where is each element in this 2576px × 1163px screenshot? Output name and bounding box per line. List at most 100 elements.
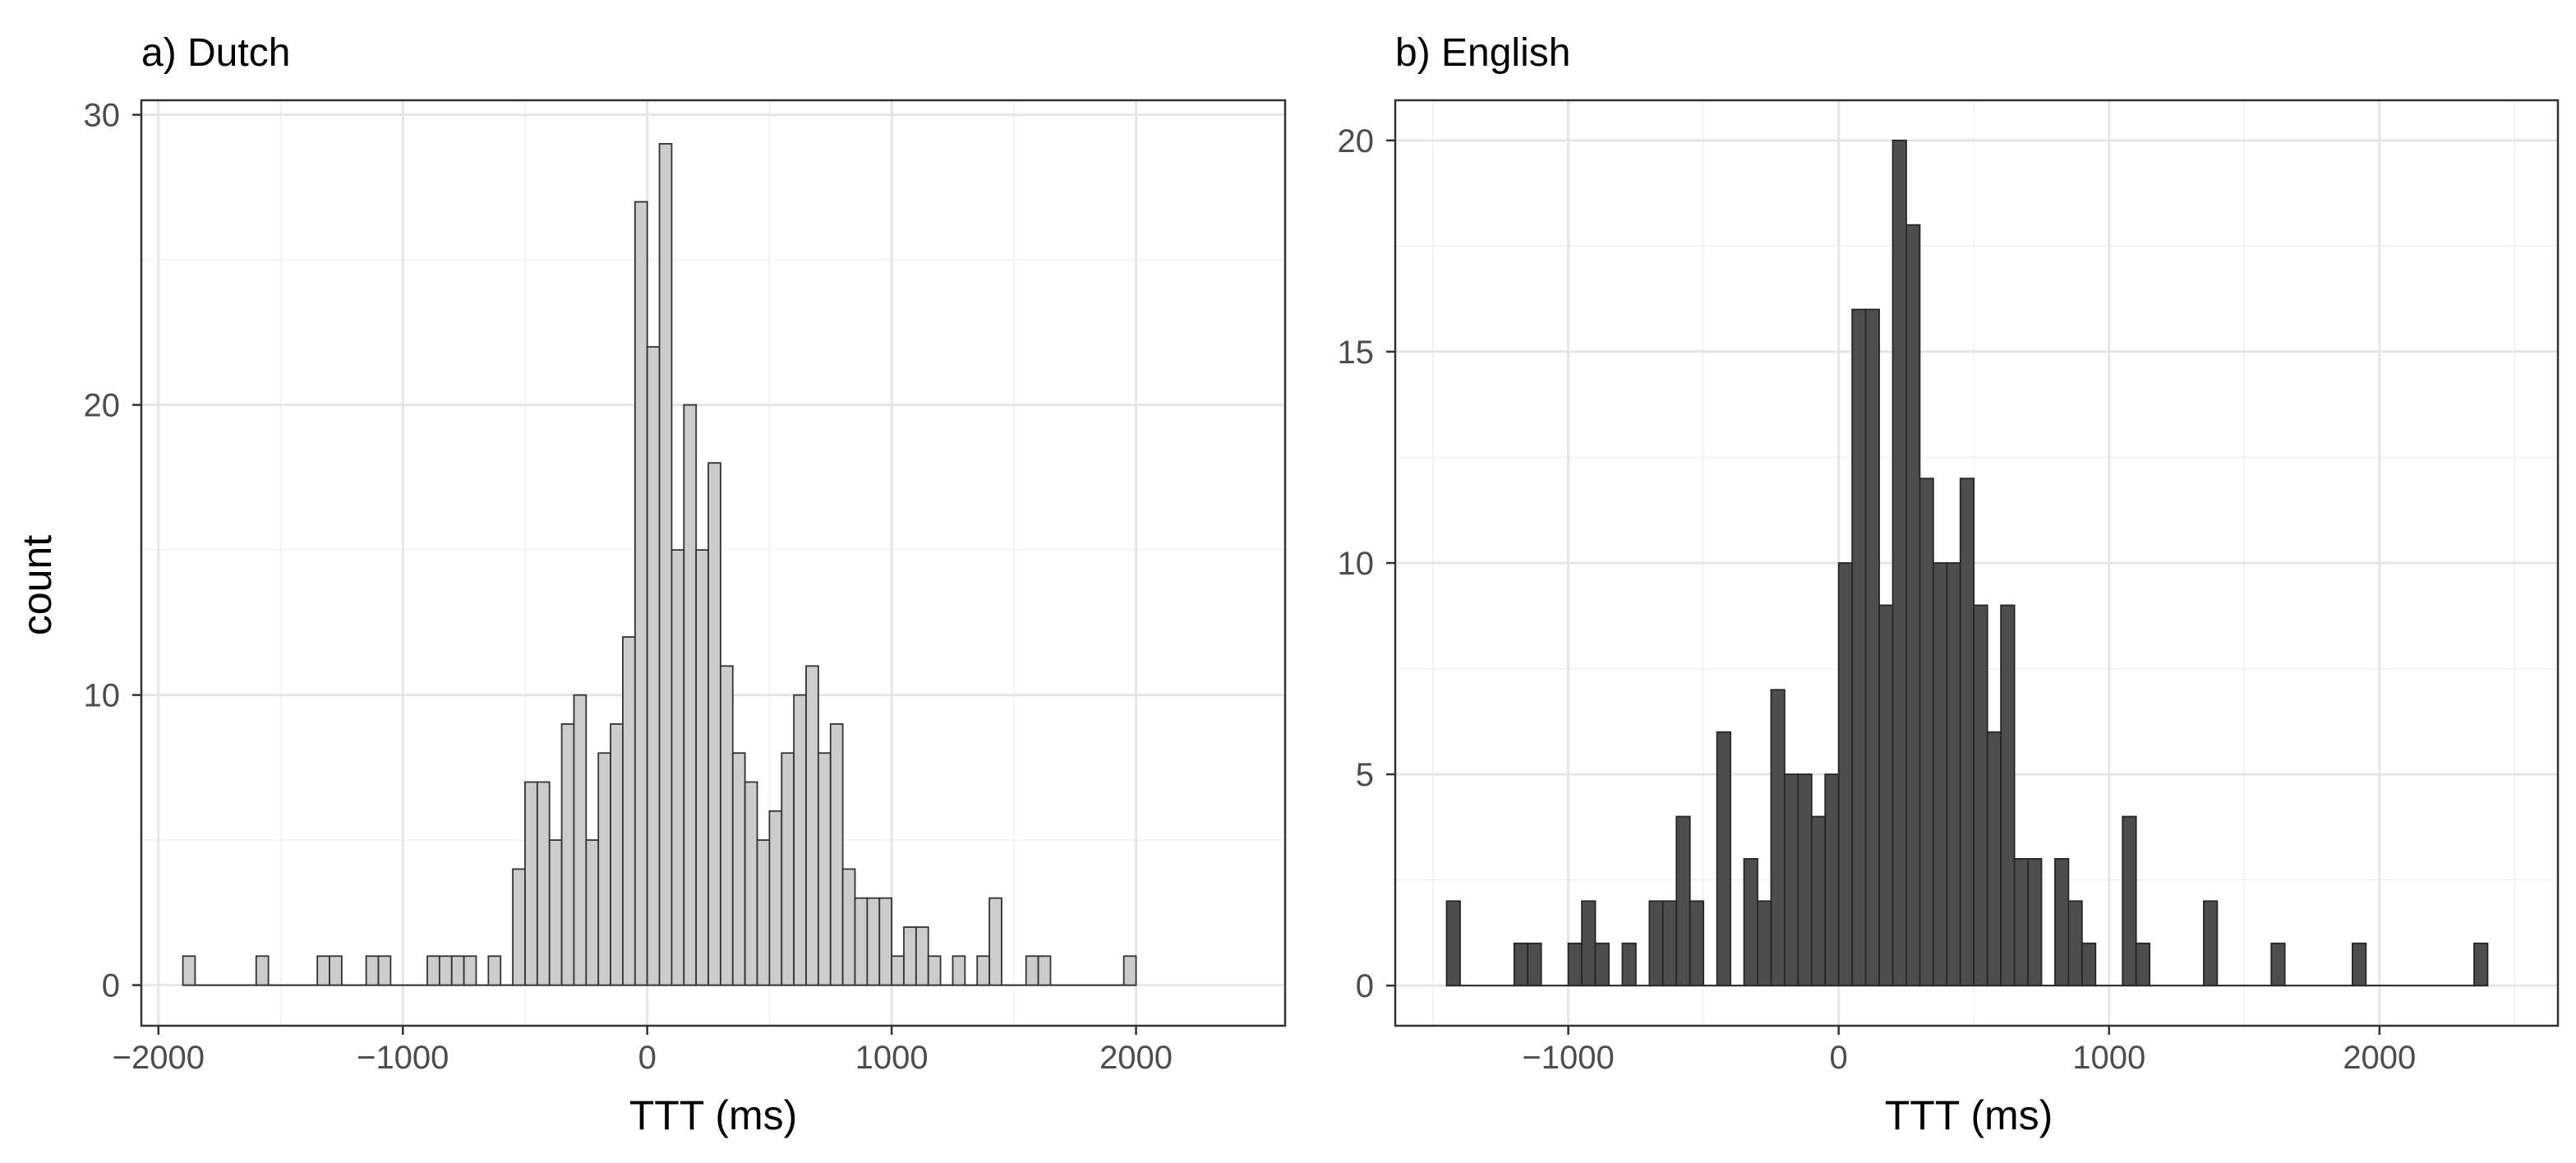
x-tick-label: 1000 — [2072, 1040, 2145, 1076]
histogram-bar — [2203, 900, 2219, 987]
histogram-bar — [1648, 900, 1664, 987]
histogram-bar — [329, 955, 343, 986]
histogram-bar — [1675, 815, 1691, 987]
histogram-bar — [1743, 858, 1758, 987]
x-axis-title-english: TTT (ms) — [1885, 1092, 2053, 1138]
histogram-bar — [829, 723, 844, 986]
histogram-bar — [2054, 858, 2070, 987]
histogram-bar — [512, 868, 526, 986]
x-tick-label: 0 — [1830, 1040, 1848, 1076]
histogram-bar — [2081, 942, 2097, 987]
histogram-bar — [377, 955, 392, 986]
histogram-bar — [487, 955, 502, 986]
histogram-bar — [1810, 815, 1827, 987]
histogram-bar — [573, 694, 588, 986]
histogram-bar — [1932, 562, 1948, 987]
histogram-bar — [915, 926, 929, 986]
histogram-bar — [1025, 955, 1039, 986]
x-tick-label: 2000 — [2343, 1040, 2416, 1076]
histogram-bar — [903, 926, 917, 986]
histogram-bar — [793, 694, 807, 986]
histogram-bar — [952, 955, 966, 986]
histogram-bar — [1878, 604, 1894, 987]
histogram-bar — [585, 839, 600, 986]
histogram-bar — [2000, 604, 2016, 987]
histogram-bar — [524, 781, 538, 986]
x-tick-label: 0 — [638, 1040, 657, 1076]
histogram-bar — [560, 723, 575, 986]
y-axis-dutch: 0 10 20 30 — [84, 98, 141, 1004]
histogram-bar — [634, 201, 648, 986]
histogram-bar — [2122, 815, 2137, 987]
histogram-bar — [2135, 942, 2151, 987]
histogram-bar — [597, 752, 611, 986]
histogram-bar — [683, 404, 698, 986]
y-tick-label: 0 — [1356, 968, 1374, 1004]
histogram-bar — [536, 781, 551, 986]
histogram-bar — [1851, 308, 1867, 987]
histogram-bar — [1513, 942, 1529, 987]
histogram-bar — [756, 839, 771, 986]
y-tick-label: 10 — [1338, 546, 1375, 582]
histogram-bar — [450, 955, 465, 986]
histogram-bar — [622, 636, 636, 986]
histogram-bar — [255, 955, 270, 986]
panel-title-dutch: a) Dutch — [141, 31, 290, 75]
histogram-bar — [2027, 858, 2043, 987]
histogram-bar — [1919, 478, 1934, 987]
histogram-bar — [1864, 308, 1880, 987]
histogram-bar — [1892, 139, 1907, 987]
histogram-bar — [805, 665, 819, 986]
histogram-bar — [695, 549, 709, 986]
histogram-bar — [988, 897, 1002, 986]
histogram-bar — [2352, 942, 2367, 987]
x-tick-label: −1000 — [357, 1040, 449, 1076]
histogram-bar — [2270, 942, 2286, 987]
histogram-bar — [1594, 942, 1610, 987]
histogram-bar — [1037, 955, 1052, 986]
histogram-bar — [817, 752, 832, 986]
y-axis-english: 0 5 10 15 20 — [1338, 123, 1395, 1004]
histogram-bar — [891, 955, 905, 986]
panel-title-english: b) English — [1395, 31, 1570, 75]
y-axis-title: count — [14, 535, 60, 635]
histogram-bar — [548, 839, 563, 986]
histogram-bar — [463, 955, 477, 986]
y-tick-label: 20 — [84, 388, 121, 424]
histogram-bar — [1946, 562, 1961, 987]
x-tick-label: 1000 — [855, 1040, 929, 1076]
y-tick-label: 0 — [102, 968, 120, 1004]
histogram-bar — [1567, 942, 1583, 987]
histogram-bar — [841, 868, 856, 986]
histogram-bar — [1445, 900, 1461, 987]
histogram-bar — [2473, 942, 2489, 987]
histogram-bar — [1581, 900, 1597, 987]
histogram-bar — [976, 955, 991, 986]
histogram-bar — [854, 897, 869, 986]
histogram-bar — [1122, 955, 1137, 986]
x-tick-label: −1000 — [1522, 1040, 1614, 1076]
histogram-bar — [1621, 942, 1637, 987]
x-axis-english: −1000 0 1000 2000 — [1522, 1026, 2416, 1076]
y-tick-label: 30 — [84, 98, 121, 134]
histogram-bar — [610, 723, 624, 986]
bars-english — [1445, 139, 2489, 987]
panel-dutch: a) Dutch −2000 −1000 0 1000 2000 0 10 20 30 TTT… — [14, 31, 1287, 1138]
histogram-bar — [2067, 900, 2083, 987]
histogram-bar — [720, 665, 734, 986]
x-axis-title-dutch: TTT (ms) — [629, 1092, 798, 1138]
panel-english: b) English −1000 0 1000 2000 0 5 10 15 20 TTT (… — [1338, 31, 2560, 1138]
histogram-bar — [1689, 900, 1705, 987]
histogram-bar — [365, 955, 380, 986]
x-axis-dutch: −2000 −1000 0 1000 2000 — [113, 1026, 1173, 1076]
histogram-bar — [182, 955, 196, 986]
histogram-bar — [878, 897, 893, 986]
x-tick-label: 2000 — [1099, 1040, 1173, 1076]
histogram-bar — [1959, 478, 1975, 987]
histogram-bar — [426, 955, 440, 986]
histogram-bar — [1770, 689, 1786, 987]
histogram-bar — [1824, 773, 1840, 987]
y-tick-label: 15 — [1338, 335, 1375, 371]
histogram-bar — [731, 752, 746, 986]
